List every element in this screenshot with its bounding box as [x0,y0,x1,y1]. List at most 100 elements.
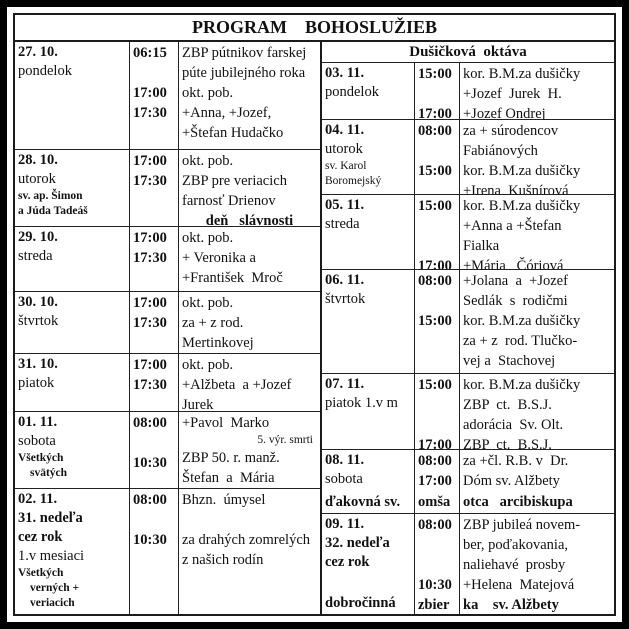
date-cell: 08. 11. sobota ďakovná sv. [322,450,414,513]
time-value [418,555,456,575]
date-line: Boromejský [325,174,382,187]
time-cell: 17:00 17:30 [129,226,179,291]
schedule-row: 06. 11. štvrtok 08:00 15:00 +Jolana a +Joz… [322,270,614,374]
mass-intention: za +čl. R.B. v Dr. [463,453,569,469]
date-line: piatok [18,374,55,391]
mass-intention: Dóm sv. Alžbety [463,473,560,489]
time-value [133,550,175,570]
time-cell: 15:00 17:00 [414,63,460,119]
mass-intention: farnosť Drienov [182,193,276,209]
mass-intention: púte jubilejného roka [182,65,306,81]
date-line: 03. 11. [325,65,365,81]
mass-intention: za + súrodencov [463,122,559,139]
mass-intention: za drahých zomrelých [182,532,311,548]
date-line: utorok [325,140,363,157]
mass-intention: okt. pob. [182,356,234,373]
time-value: 15:00 [418,377,452,393]
schedule-row: 07. 11. piatok 1.v m 15:00 17:00 kor. B.M.z… [322,374,614,450]
date-line: 31. 10. [18,355,58,372]
schedule-row: 03. 11. pondelok 15:00 17:00 kor. B.M.za du… [322,63,614,120]
time-cell: 06:15 17:00 17:30 [129,42,179,149]
time-value [418,331,456,351]
description-cell: kor. B.M.za dušičky +Jozef Jurek H. +Jozef… [460,63,614,119]
time-cell: 17:00 17:30 [129,291,179,353]
time-value: 17:00 [133,229,167,246]
schedule-row: 08. 11. sobota ďakovná sv. 08:00 17:00 omša za… [322,450,614,514]
time-value: 17:00 [418,473,452,489]
mass-intention: okt. pob. [182,294,234,311]
mass-intention: kor. B.M.za dušičky [463,377,581,393]
time-value [418,415,456,435]
time-value [133,268,175,288]
schedule-row: 27. 10. pondelok 06:15 17:00 17:30 ZBP pútn… [15,42,320,150]
time-value [133,191,175,211]
left-schedule: 27. 10. pondelok 06:15 17:00 17:30 ZBP pútn… [15,42,322,614]
date-line: cez rok [325,554,370,570]
schedule-row: 02. 11. 31. nedeľa cez rok 1.v mesiaci Všetk… [15,489,320,614]
date-line: dobročinná [325,595,396,611]
date-line: Všetkých [18,567,64,579]
time-value [133,395,175,411]
time-value: 17:30 [133,376,167,393]
date-line: sobota [325,471,363,487]
mass-intention: okt. pob. [182,153,234,169]
mass-intention: +Helena Matejová [463,577,575,593]
mass-intention: Bhzn. úmysel [182,492,266,508]
mass-intention: ZBP ct. B.S.J. [463,397,552,413]
mass-intention: +Štefan Hudačko [182,125,284,141]
mass-intention: Jurek [182,396,214,411]
description-cell: okt. pob. + Veronika a +František Mroč [179,227,320,291]
mass-intention: vej a Stachovej [463,353,556,369]
time-value: 17:30 [133,249,167,266]
mass-intention: kor. B.M.za dušičky [463,66,581,82]
date-line: ďakovná sv. [325,494,401,510]
description-cell: ZBP jubileá novem-ber, poďakovania, nalie… [460,514,614,614]
description-cell: kor. B.M.za dušičky ZBP ct. B.S.J. adoráci… [460,374,614,449]
time-value: 15:00 [418,162,452,179]
schedule-row: 31. 10. piatok 17:00 17:30 okt. pob. +Alžbet… [15,353,320,412]
time-value [133,63,175,83]
date-line: 02. 11. [18,491,58,507]
date-line: štvrtok [18,312,59,329]
description-cell: okt. pob. +Alžbeta a +Jozef Jurek [179,354,320,411]
date-line: 27. 10. [18,44,58,60]
date-line: 30. 10. [18,293,58,310]
schedule-row: 01. 11. sobota Všetkých svätých 08:00 10:30 … [15,412,320,489]
description-cell: kor. B.M.za dušičky +Anna a +Štefan Fialka… [460,195,614,269]
mass-intention: +Jozef Ondrej [463,106,546,119]
date-line: 32. nedeľa [325,535,390,551]
time-value: 17:00 [133,153,167,169]
time-cell: 08:00 15:00 [414,119,460,194]
date-line: streda [18,247,53,264]
time-cell: 15:00 17:00 [414,194,460,269]
date-cell: 07. 11. piatok 1.v m [322,374,414,449]
mass-intention: Sedlák s rodičmi [463,293,568,309]
mass-intention: Fabiánových [463,142,538,159]
mass-intention: za + z rod. Tlučko- [463,333,578,349]
description-cell: za +čl. R.B. v Dr. Dóm sv. Alžbety otca ar… [460,450,614,513]
time-value [133,510,175,530]
date-line: 1.v mesiaci [18,548,85,564]
time-value: 17:00 [133,85,167,101]
time-value: 17:00 [133,356,167,373]
time-value: 10:30 [133,532,167,548]
date-cell: 09. 11. 32. nedeľa cez rok dobročinná [322,514,414,614]
time-value: 17:00 [418,257,452,269]
time-value [418,181,456,194]
time-value [133,433,175,453]
description-cell: okt. pob. za + z rod. Mertinkovej [179,292,320,353]
time-value: omša [418,494,451,510]
date-cell: 29. 10. streda [15,227,129,291]
date-cell: 28. 10. utorok sv. ap. Šimon a Júda Tadeáš [15,150,129,226]
description-cell: +Jolana a +Jozef Sedlák s rodičmi kor. B.M… [460,270,614,373]
time-value: 17:00 [133,294,167,311]
date-line: utorok [18,171,56,187]
time-value: 17:30 [133,105,167,121]
date-line: 05. 11. [325,196,365,213]
time-value: 10:30 [418,577,452,593]
dusickova-oktava-header: Dušičková oktáva [322,42,614,63]
date-line: veriacich [30,597,75,609]
mass-intention: +Anna, +Jozef, [182,105,272,121]
mass-intention: +Irena Kušnírová [463,182,569,194]
mass-intention: +Alžbeta a +Jozef [182,376,292,393]
